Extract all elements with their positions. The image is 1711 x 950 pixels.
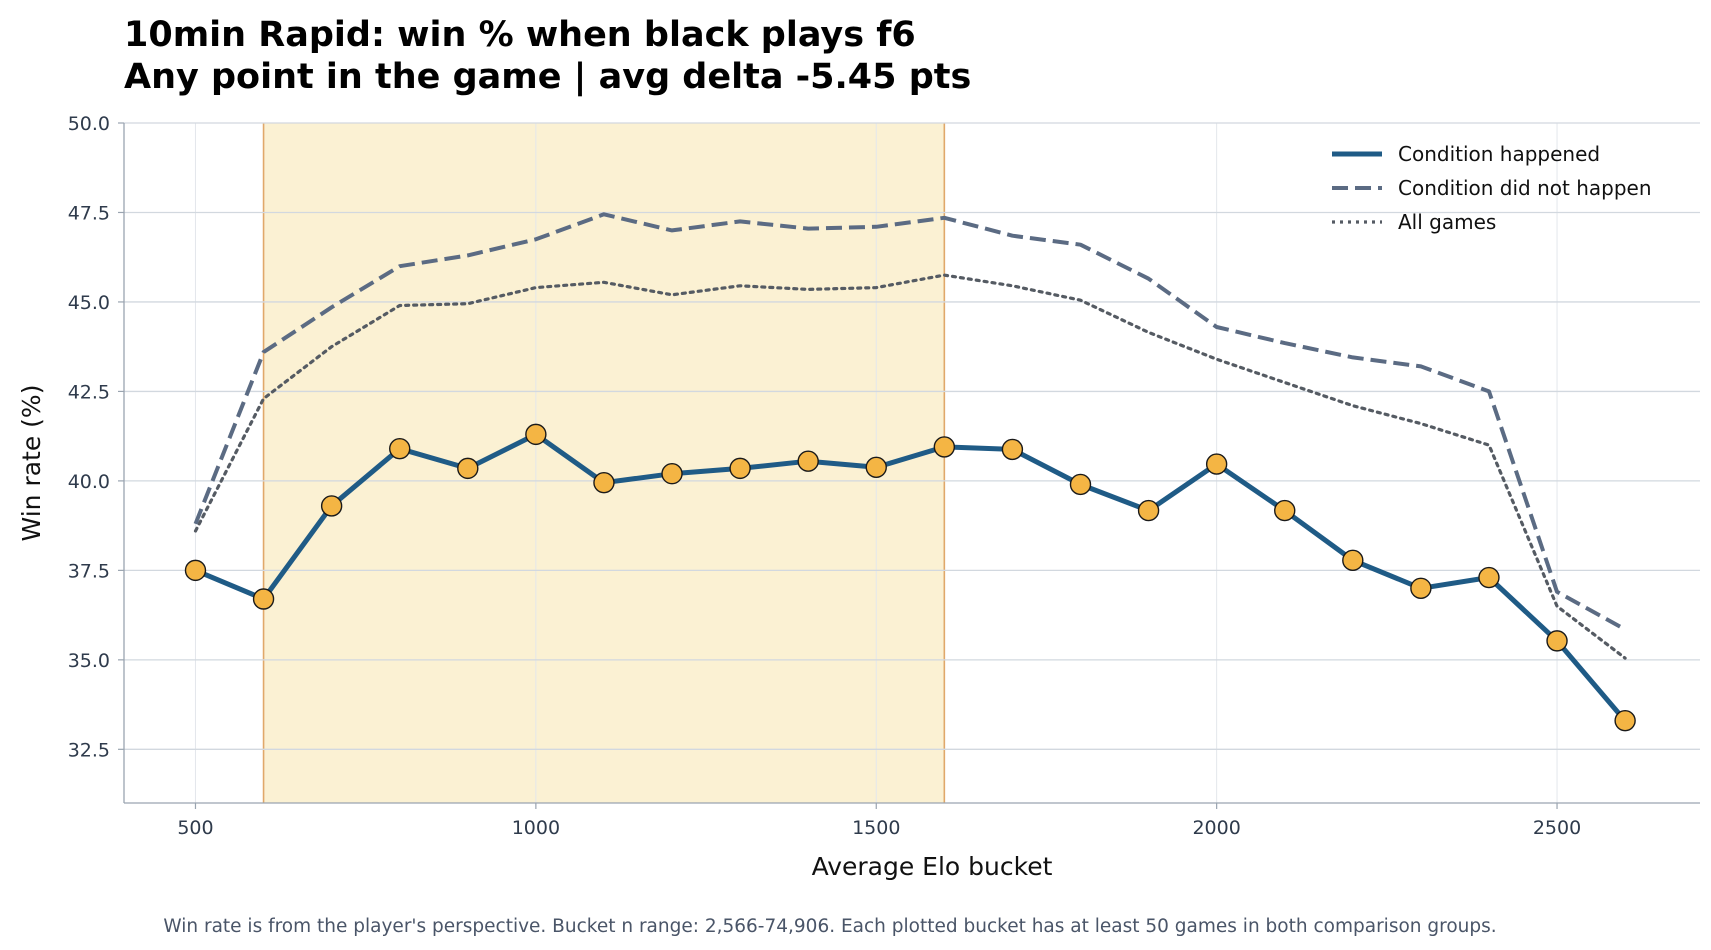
data-point-condition-happened: [1478, 566, 1500, 589]
y-tick-label: 45.0: [68, 292, 110, 314]
series-line-condition-happened: [194, 431, 1628, 723]
x-tick-label: 2500: [1533, 817, 1581, 839]
data-point-condition-happened: [1546, 630, 1568, 652]
data-point-condition-happened: [1274, 499, 1296, 522]
y-tick-label: 50.0: [68, 113, 110, 135]
data-point-condition-happened: [389, 437, 411, 460]
data-point-condition-happened: [457, 457, 479, 480]
legend-label-condition-not-happened: Condition did not happen: [1398, 176, 1652, 200]
y-tick-label: 42.5: [68, 381, 110, 403]
data-point-condition-happened: [1614, 709, 1636, 732]
data-point-condition-happened: [933, 436, 956, 458]
legend-label-all-games: All games: [1398, 210, 1496, 234]
data-point-condition-happened: [184, 559, 207, 582]
data-point-condition-happened: [729, 457, 751, 480]
y-axis-label: Win rate (%): [17, 385, 46, 542]
data-point-condition-happened: [865, 456, 887, 478]
tick-labels: 500 1000 1500 2000 2500 32.5 35.0 37.5 40.0 42.5 4…: [68, 113, 1582, 839]
data-point-condition-happened: [1069, 473, 1092, 496]
x-axis-label: Average Elo bucket: [812, 852, 1053, 881]
y-tick-label: 37.5: [68, 560, 110, 582]
data-point-condition-happened: [661, 463, 683, 485]
y-tick-label: 32.5: [68, 739, 110, 761]
legend: Condition happened Condition did not hap…: [1332, 142, 1652, 234]
data-point-condition-happened: [593, 471, 615, 494]
series-line-all-games: [193, 273, 1627, 660]
data-point-condition-happened: [1205, 453, 1228, 475]
legend-label-condition-happened: Condition happened: [1398, 142, 1600, 166]
y-tick-label: 35.0: [68, 650, 110, 672]
x-tick-label: 1000: [512, 817, 560, 839]
data-point-condition-happened: [525, 423, 547, 446]
data-point-condition-happened: [320, 495, 343, 517]
chart-footnote: Win rate is from the player's perspectiv…: [163, 916, 1496, 937]
data-point-condition-happened: [252, 588, 275, 610]
series-layer: [184, 212, 1636, 732]
chart-subtitle: Any point in the game | avg delta -5.45 …: [124, 57, 971, 97]
axes: [123, 123, 1700, 804]
x-tick-label: 500: [177, 817, 213, 839]
data-point-condition-happened: [1342, 549, 1364, 572]
y-tick-label: 47.5: [68, 202, 110, 224]
data-point-condition-happened: [1001, 438, 1024, 461]
y-tick-label: 40.0: [68, 471, 110, 493]
data-point-condition-happened: [1137, 499, 1160, 522]
grid-lines: [124, 122, 1700, 803]
x-tick-label: 1500: [852, 817, 900, 839]
data-point-condition-happened: [797, 450, 819, 472]
series-line-condition-did-not-happen: [193, 212, 1627, 632]
data-point-condition-happened: [1410, 577, 1432, 599]
chart-title: 10min Rapid: win % when black plays f6: [124, 15, 916, 55]
x-tick-label: 2000: [1192, 817, 1240, 839]
